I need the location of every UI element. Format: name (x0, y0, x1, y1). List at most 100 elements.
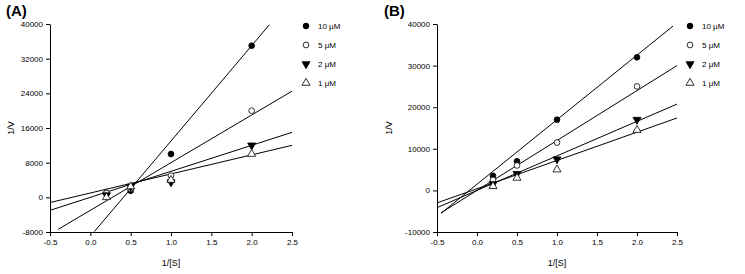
x-tick-mark (597, 232, 598, 236)
x-tick: 0.5 (126, 232, 138, 247)
y-tick-label: 0 (426, 186, 431, 195)
x-tick: 1.5 (592, 232, 604, 247)
x-tick-mark (90, 232, 91, 236)
plot-area (437, 26, 677, 213)
y-tick-mark (433, 149, 437, 150)
data-point (634, 84, 640, 90)
fit-line (437, 104, 677, 208)
x-tick-label: 0.0 (472, 238, 484, 247)
x-tick-mark (517, 232, 518, 236)
x-tick-mark (677, 232, 678, 236)
data-point (554, 140, 560, 146)
x-tick: 1.0 (552, 232, 564, 247)
y-tick-mark (433, 66, 437, 67)
y-tick: 30000 (408, 62, 437, 71)
y-tick-mark (46, 93, 50, 94)
y-axis: -8000 0 8000 16000 24000 32000 40000 (21, 20, 51, 237)
x-tick-label: 0.5 (512, 238, 524, 247)
x-tick-mark (477, 232, 478, 236)
x-tick-label: 0.0 (85, 238, 97, 247)
y-tick: 10000 (408, 145, 437, 154)
panel: (B)-0.50.00.51.01.52.02.5-10000010000200… (384, 2, 725, 268)
y-tick-mark (433, 232, 437, 233)
data-point (167, 175, 175, 182)
x-tick-mark (50, 232, 51, 236)
y-tick: 20000 (408, 103, 437, 112)
y-tick: -10000 (405, 228, 437, 237)
legend-label: 1 μM (702, 79, 720, 88)
x-tick-mark (211, 232, 212, 236)
y-axis-title: 1/V (6, 121, 16, 135)
legend: 10 μM5 μM2 μM1 μM (686, 22, 725, 88)
figure: (A)-0.50.00.51.01.52.02.5-80000800016000… (0, 0, 745, 274)
x-tick-label: -0.5 (44, 238, 58, 247)
legend-marker (303, 42, 309, 48)
y-tick: 0 (39, 193, 50, 202)
fit-line (441, 26, 673, 213)
x-tick-mark (131, 232, 132, 236)
data-point (633, 117, 641, 124)
x-axis-title: 1/[S] (162, 258, 181, 268)
y-tick-mark (433, 107, 437, 108)
y-tick: 0 (426, 186, 437, 195)
y-tick-label: 20000 (408, 103, 431, 112)
legend-label: 1 μM (318, 79, 336, 88)
x-tick: 0.0 (85, 232, 97, 247)
x-tick-label: 1.5 (592, 238, 604, 247)
y-tick-label: 24000 (21, 89, 44, 98)
data-point (554, 117, 560, 123)
y-axis-title: 1/V (384, 121, 394, 135)
x-tick-label: 2.5 (672, 238, 684, 247)
y-tick: 40000 (408, 20, 437, 29)
legend-label: 5 μM (702, 41, 720, 50)
data-point (102, 193, 110, 200)
legend-label: 10 μM (318, 22, 341, 31)
x-tick: 1.0 (166, 232, 178, 247)
x-tick: -0.5 (431, 232, 445, 247)
x-tick: 2.5 (672, 232, 684, 247)
x-tick-mark (171, 232, 172, 236)
data-point (633, 125, 641, 132)
data-point (127, 182, 135, 189)
x-tick-mark (637, 232, 638, 236)
y-tick: 24000 (21, 89, 50, 98)
x-tick-label: -0.5 (431, 238, 445, 247)
y-axis: -10000 0 10000 20000 30000 40000 (405, 20, 437, 237)
data-point (102, 193, 110, 200)
data-point (514, 163, 520, 169)
x-tick-label: 2.5 (287, 238, 299, 247)
y-tick: -8000 (23, 228, 50, 237)
x-tick: 0.0 (472, 232, 484, 247)
legend-label: 2 μM (318, 60, 336, 69)
x-tick-mark (437, 232, 438, 236)
data-point (248, 149, 256, 156)
legend-marker (302, 78, 310, 85)
y-tick: 8000 (25, 159, 50, 168)
legend-label: 5 μM (318, 41, 336, 50)
fit-line (437, 118, 677, 203)
data-point (168, 151, 174, 157)
y-tick-mark (46, 232, 50, 233)
data-point (634, 54, 640, 60)
data-point (489, 182, 497, 189)
x-tick-mark (557, 232, 558, 236)
y-tick-mark (433, 24, 437, 25)
fit-line (50, 145, 292, 202)
x-tick-label: 2.0 (247, 238, 259, 247)
data-point (249, 43, 255, 49)
data-point (489, 182, 497, 189)
y-tick: 32000 (21, 55, 50, 64)
y-tick-label: 40000 (21, 20, 44, 29)
fit-line (58, 91, 292, 229)
fit-line (94, 25, 269, 232)
x-tick-label: 0.5 (126, 238, 138, 247)
y-tick-label: 30000 (408, 62, 431, 71)
legend-marker (686, 78, 694, 85)
y-tick-label: -10000 (405, 228, 430, 237)
y-tick-label: 10000 (408, 145, 431, 154)
y-tick: 40000 (21, 20, 50, 29)
legend-marker (687, 23, 693, 29)
x-tick-label: 1.5 (206, 238, 218, 247)
x-tick: 0.5 (512, 232, 524, 247)
y-tick: 16000 (21, 124, 50, 133)
